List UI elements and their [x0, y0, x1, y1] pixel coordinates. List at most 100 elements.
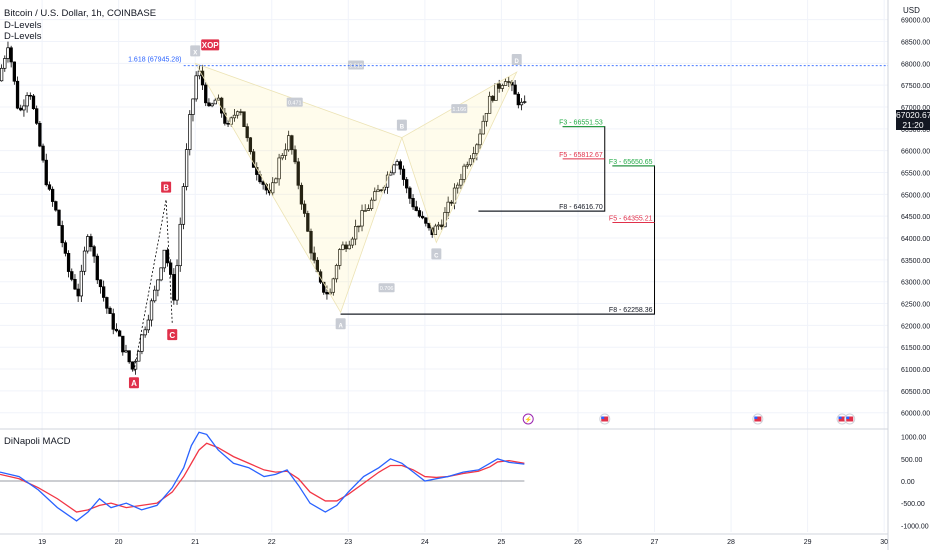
- last-price-tag: 67020.67 21:20: [896, 110, 932, 130]
- candle: [484, 112, 489, 122]
- candle: [523, 101, 527, 103]
- ratio-label: 0.471: [288, 101, 302, 107]
- x-tick-label: 28: [727, 539, 735, 546]
- candle: [245, 126, 249, 139]
- ratio-label: 0.706: [380, 286, 394, 292]
- ratio-label-bg: [451, 104, 468, 114]
- candle: [162, 249, 166, 269]
- dinapoli-level-label: F5 - 64355.21: [609, 216, 653, 223]
- y-tick-label: 67000.00: [901, 105, 930, 112]
- candle: [309, 230, 313, 254]
- dinapoli-level-label: F3 - 66551.53: [559, 120, 603, 127]
- ratio-label-bg: [378, 283, 395, 293]
- candle: [35, 108, 39, 124]
- candle: [95, 255, 99, 281]
- candle: [411, 198, 415, 208]
- pattern-point-marker: [167, 329, 178, 341]
- candle: [251, 151, 256, 168]
- y-tick-label: 61500.00: [901, 345, 930, 352]
- candle: [124, 350, 128, 353]
- candle: [50, 188, 55, 202]
- candle: [213, 99, 217, 105]
- candle: [165, 249, 170, 264]
- flag-stripes: [838, 416, 846, 422]
- candle: [137, 350, 141, 362]
- pattern-point-marker: [511, 54, 522, 66]
- flag-canton: [601, 416, 605, 419]
- pattern-point-marker: [431, 248, 442, 260]
- candle: [507, 81, 511, 83]
- candle: [427, 222, 431, 229]
- pattern-point-marker: [128, 377, 139, 389]
- dinapoli-bracket-1: [478, 126, 606, 212]
- y-tick-label: 69000.00: [901, 18, 930, 25]
- candle: [12, 61, 17, 82]
- candle: [338, 249, 342, 266]
- candle: [232, 114, 237, 119]
- y-tick-label: 65000.00: [901, 192, 930, 199]
- candle: [322, 281, 326, 293]
- xop-label: XOP: [202, 41, 220, 50]
- indicator-legend-1[interactable]: D-Levels: [4, 20, 42, 31]
- candle: [114, 328, 119, 332]
- candle: [108, 307, 112, 314]
- candle: [248, 137, 253, 153]
- candle: [70, 271, 74, 280]
- pattern-point-label: A: [131, 379, 137, 388]
- y-tick-label: 62000.00: [901, 323, 930, 330]
- candle: [290, 135, 294, 151]
- y-tick-label: 68000.00: [901, 61, 930, 68]
- candle: [66, 252, 71, 272]
- candle: [146, 319, 150, 331]
- candle: [9, 47, 13, 63]
- pattern-point-marker: [190, 45, 201, 57]
- macd-y-tick-label: -500.00: [901, 501, 925, 508]
- pattern-point-label: B: [400, 125, 405, 131]
- candle: [143, 329, 147, 336]
- currency-label[interactable]: USD: [903, 6, 920, 15]
- candle: [344, 244, 348, 250]
- flag-stripes: [754, 416, 762, 422]
- candle: [487, 95, 492, 114]
- pattern-point-label: D: [515, 59, 520, 65]
- candle: [178, 223, 182, 267]
- candle: [516, 93, 520, 106]
- x-tick-label: 27: [651, 539, 659, 546]
- countdown: 21:20: [902, 119, 924, 130]
- candle: [57, 209, 61, 226]
- candle: [341, 244, 345, 250]
- last-price: 67020.67: [896, 110, 932, 120]
- x-tick-label: 24: [421, 539, 429, 546]
- candle: [105, 297, 109, 309]
- candle: [366, 208, 371, 211]
- candle: [299, 184, 304, 205]
- x-tick-label: 26: [574, 539, 582, 546]
- candle: [73, 278, 77, 290]
- candle: [277, 157, 281, 180]
- candle: [86, 236, 90, 252]
- pattern-point-label: C: [169, 331, 175, 340]
- dinapoli-level-label: F8 - 62258.36: [609, 307, 653, 314]
- candle: [111, 313, 115, 330]
- candle: [223, 112, 227, 124]
- earnings-event-glyph: ⚡: [524, 416, 531, 424]
- candle: [376, 189, 380, 193]
- candle: [283, 149, 288, 156]
- macd-title[interactable]: DiNapoli MACD: [4, 436, 71, 447]
- candle: [140, 334, 144, 352]
- candle: [449, 201, 453, 204]
- x-tick-label: 25: [498, 539, 506, 546]
- candle: [446, 201, 450, 213]
- candle: [513, 84, 517, 95]
- candle: [38, 122, 42, 147]
- symbol-title[interactable]: Bitcoin / U.S. Dollar, 1h, COINBASE: [4, 8, 157, 19]
- candle: [334, 265, 339, 280]
- candle: [408, 187, 412, 199]
- y-tick-label: 66500.00: [901, 127, 930, 134]
- candle: [293, 149, 297, 163]
- candle: [31, 95, 36, 110]
- candle: [459, 179, 463, 186]
- indicator-legend-2[interactable]: D-Levels: [4, 31, 42, 42]
